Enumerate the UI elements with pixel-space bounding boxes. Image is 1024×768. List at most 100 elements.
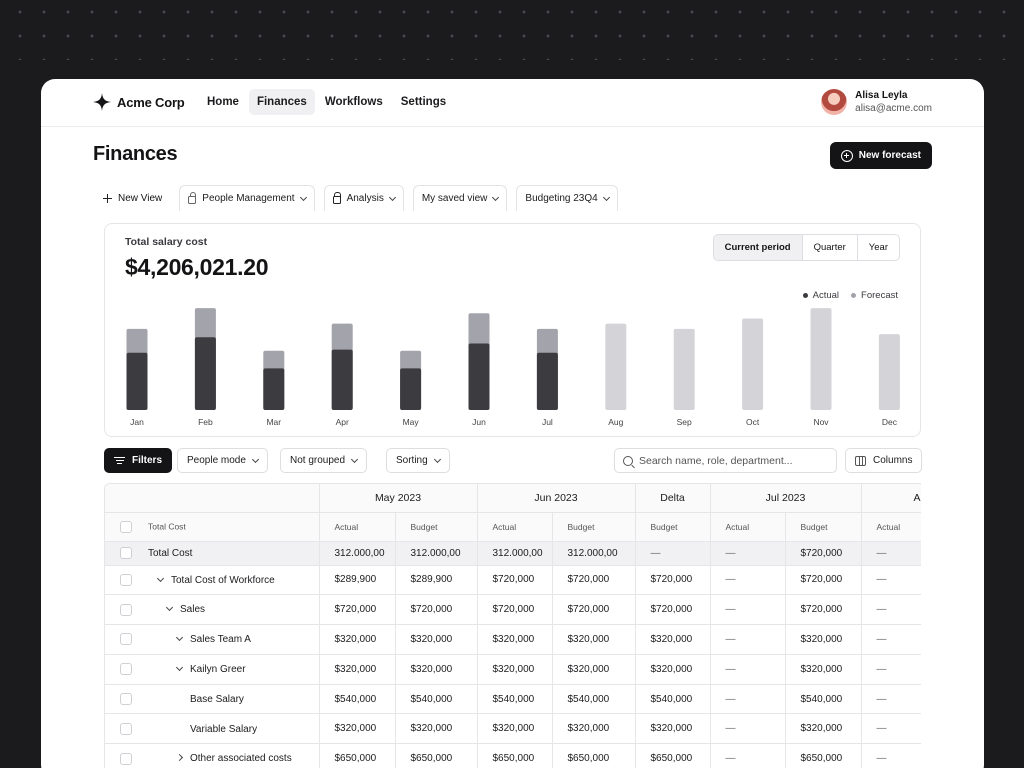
table-cell[interactable]: — <box>709 743 785 768</box>
table-cell[interactable]: — <box>709 541 785 566</box>
table-cell[interactable]: $720,000 <box>634 594 710 626</box>
bar-actual-mar[interactable] <box>263 368 285 410</box>
table-cell[interactable]: $720,000 <box>784 565 862 596</box>
table-cell[interactable]: $320,000 <box>551 624 635 655</box>
table-cell[interactable]: $320,000 <box>476 654 552 685</box>
table-cell[interactable]: $720,000 <box>476 565 552 596</box>
select-all-checkbox[interactable] <box>120 520 132 533</box>
table-cell[interactable]: — <box>709 654 785 685</box>
table-row[interactable]: Sales $720,000 $720,000 $720,000 $720,000 $72… <box>105 594 921 626</box>
table-cell[interactable]: $289,900 <box>318 565 395 596</box>
table-row[interactable]: Kailyn Greer $320,000 $320,000 $320,000 $320… <box>105 654 921 685</box>
table-cell[interactable]: $650,000 <box>394 743 477 768</box>
table-cell[interactable]: $540,000 <box>634 684 710 715</box>
table-cell[interactable]: $720,000 <box>551 565 635 596</box>
bar-actual-jul[interactable] <box>536 352 558 410</box>
bar-forecast-oct[interactable] <box>742 318 764 410</box>
table-cell[interactable]: $320,000 <box>394 654 477 685</box>
table-row[interactable]: Base Salary $540,000 $540,000 $540,000 $540,… <box>105 684 921 715</box>
table-cell[interactable]: $320,000 <box>634 713 710 745</box>
new-view-button[interactable]: New View <box>97 185 170 211</box>
people-mode-dropdown[interactable]: People mode <box>177 448 268 473</box>
table-cell[interactable]: $720,000 <box>394 594 477 626</box>
period-current-button[interactable]: Current period <box>713 235 802 260</box>
new-forecast-button[interactable]: New forecast <box>829 142 932 169</box>
table-cell[interactable]: 312.000,00 <box>551 541 635 566</box>
bar-actual-apr[interactable] <box>331 349 353 410</box>
view-tab-my-saved-view[interactable]: My saved view <box>412 185 508 211</box>
table-cell[interactable]: — <box>860 713 921 745</box>
table-cell[interactable]: — <box>709 713 785 745</box>
chevron-down-icon[interactable] <box>175 663 184 671</box>
table-cell[interactable]: $320,000 <box>784 713 862 745</box>
row-checkbox[interactable] <box>120 752 132 765</box>
row-checkbox[interactable] <box>120 722 132 735</box>
table-cell[interactable]: $320,000 <box>318 654 395 685</box>
table-row[interactable]: Total Cost 312.000,00 312.000,00 312.000,00… <box>105 541 921 566</box>
table-row[interactable]: Sales Team A $320,000 $320,000 $320,000 $320… <box>105 624 921 655</box>
table-cell[interactable]: — <box>709 565 785 596</box>
table-cell[interactable]: $650,000 <box>318 743 395 768</box>
table-cell[interactable]: $320,000 <box>784 654 862 685</box>
table-cell[interactable]: $320,000 <box>476 713 552 745</box>
table-cell[interactable]: — <box>860 541 921 566</box>
chevron-right-icon[interactable] <box>175 754 184 762</box>
column-header[interactable]: Budget <box>634 512 710 542</box>
view-tab-budgeting-23q4[interactable]: Budgeting 23Q4 <box>516 185 618 211</box>
row-checkbox[interactable] <box>120 547 132 559</box>
table-row[interactable]: Total Cost of Workforce $289,900 $289,900 $… <box>105 565 921 596</box>
row-checkbox[interactable] <box>120 693 132 706</box>
bar-forecast-nov[interactable] <box>810 308 832 410</box>
table-cell[interactable]: $540,000 <box>784 684 862 715</box>
nav-settings[interactable]: Settings <box>400 96 447 108</box>
row-checkbox[interactable] <box>120 633 132 646</box>
table-cell[interactable]: $540,000 <box>476 684 552 715</box>
search-box[interactable] <box>614 448 837 473</box>
table-cell[interactable]: 312.000,00 <box>394 541 477 566</box>
bar-actual-feb[interactable] <box>194 337 216 410</box>
table-cell[interactable]: $320,000 <box>784 624 862 655</box>
table-cell[interactable]: — <box>634 541 710 566</box>
table-cell[interactable]: $720,000 <box>476 594 552 626</box>
bar-forecast-dec[interactable] <box>878 334 900 410</box>
search-input[interactable] <box>639 454 819 467</box>
table-cell[interactable]: — <box>709 594 785 626</box>
table-cell[interactable]: — <box>860 594 921 626</box>
table-cell[interactable]: $650,000 <box>634 743 710 768</box>
table-cell[interactable]: $320,000 <box>318 713 395 745</box>
table-cell[interactable]: $320,000 <box>318 624 395 655</box>
grouping-dropdown[interactable]: Not grouped <box>280 448 368 473</box>
table-cell[interactable]: $540,000 <box>551 684 635 715</box>
bar-actual-jun[interactable] <box>468 343 490 410</box>
table-cell[interactable]: $320,000 <box>551 713 635 745</box>
table-cell[interactable]: — <box>709 624 785 655</box>
table-cell[interactable]: $650,000 <box>784 743 862 768</box>
table-cell[interactable]: $650,000 <box>476 743 552 768</box>
period-quarter-button[interactable]: Quarter <box>801 235 857 260</box>
cost-table-container[interactable]: May 2023 Jun 2023 Delta Jul 2023 Au Tota… <box>104 483 921 768</box>
table-cell[interactable]: $720,000 <box>784 541 862 566</box>
table-cell[interactable]: $720,000 <box>551 594 635 626</box>
filters-button[interactable]: Filters <box>104 448 173 473</box>
table-cell[interactable]: $320,000 <box>394 713 477 745</box>
column-header[interactable]: Budget <box>394 512 477 542</box>
table-cell[interactable]: — <box>860 654 921 685</box>
chevron-down-icon[interactable] <box>175 634 184 642</box>
table-cell[interactable]: $720,000 <box>318 594 395 626</box>
table-cell[interactable]: $320,000 <box>394 624 477 655</box>
column-header[interactable]: Actual <box>476 512 552 542</box>
row-checkbox[interactable] <box>120 663 132 676</box>
brand-logo[interactable]: Acme Corp <box>93 93 185 111</box>
nav-finances[interactable]: Finances <box>248 89 315 115</box>
row-checkbox[interactable] <box>120 603 132 616</box>
table-cell[interactable]: $320,000 <box>634 654 710 685</box>
column-header[interactable]: Actual <box>318 512 395 542</box>
columns-button[interactable]: Columns <box>845 448 923 473</box>
nav-home[interactable]: Home <box>207 96 239 108</box>
nav-workflows[interactable]: Workflows <box>324 96 383 108</box>
bar-actual-jan[interactable] <box>126 352 148 410</box>
sorting-dropdown[interactable]: Sorting <box>386 448 450 473</box>
table-row[interactable]: Variable Salary $320,000 $320,000 $320,000 $… <box>105 713 921 745</box>
table-row[interactable]: Other associated costs $650,000 $650,000 $6… <box>105 743 921 768</box>
bar-forecast-aug[interactable] <box>605 323 627 410</box>
